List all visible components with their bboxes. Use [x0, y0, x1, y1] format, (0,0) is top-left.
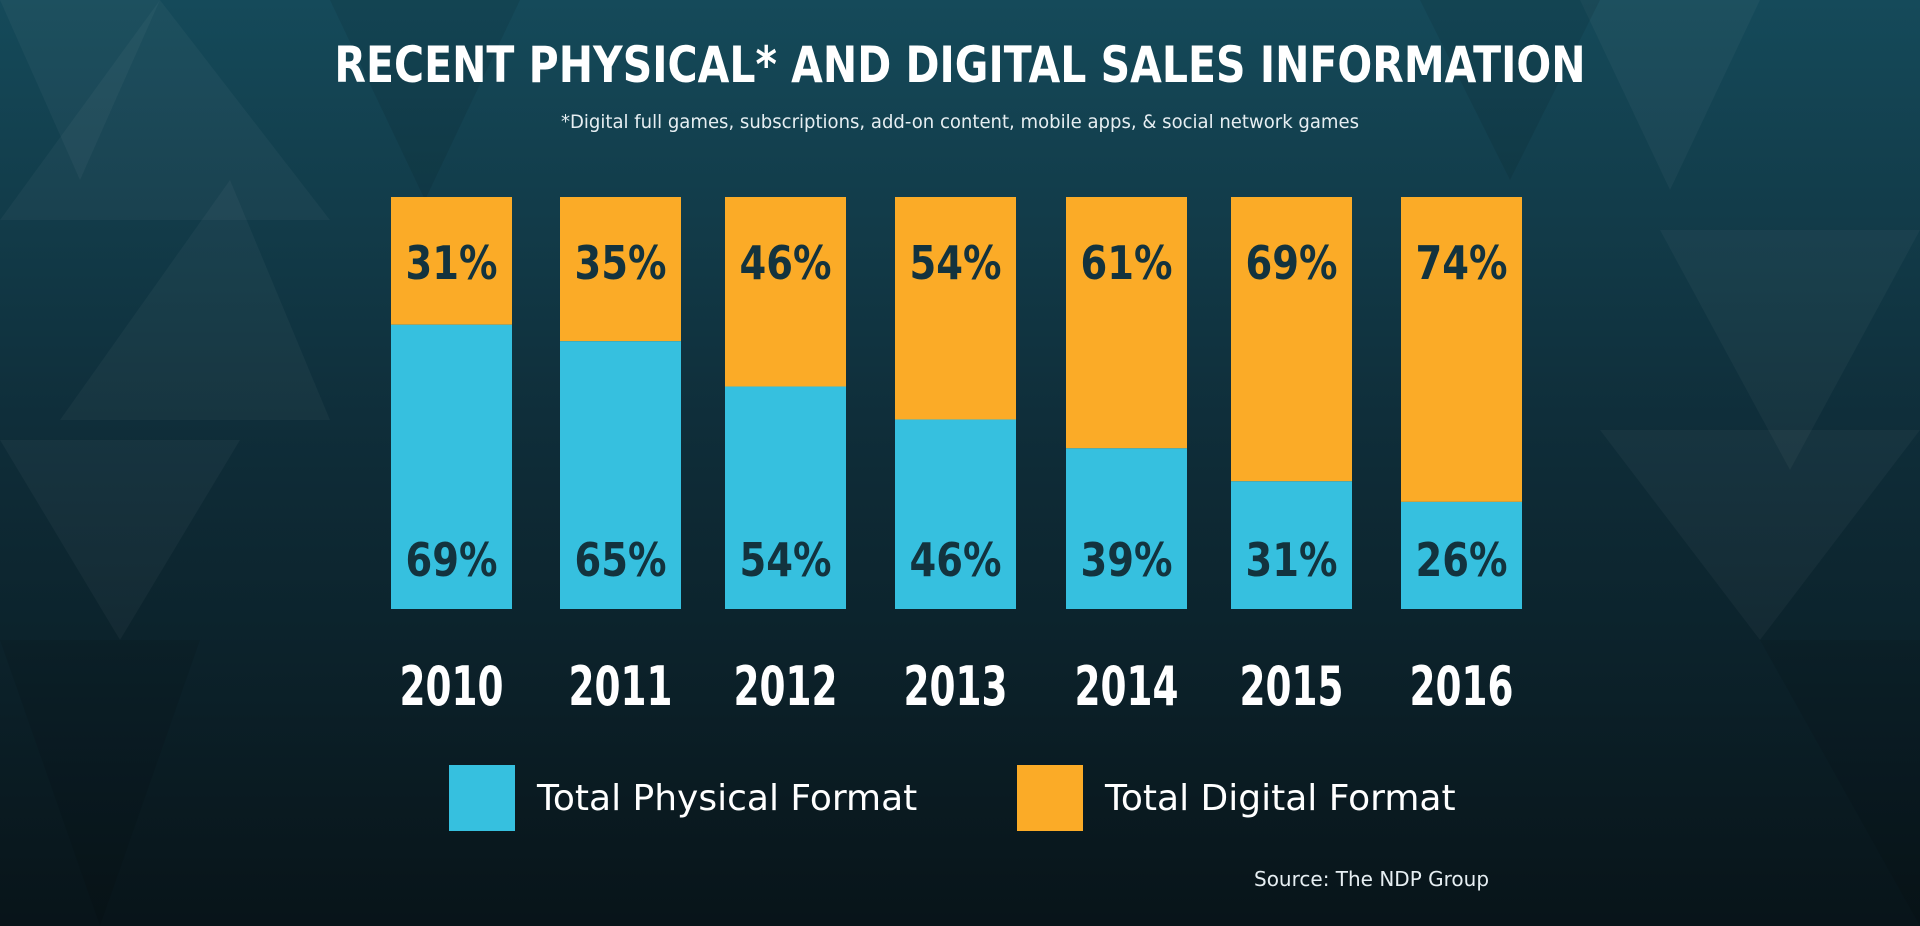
bar-digital-2015	[1231, 197, 1352, 482]
value-label-digital-2016: 74%	[1416, 236, 1508, 290]
year-labels-group: 2010 2011 2012 2013 2014 2015 2016	[400, 655, 1514, 718]
value-label-digital-2010: 31%	[406, 236, 498, 290]
value-label-digital-2012: 46%	[740, 236, 832, 290]
value-label-digital-2011: 35%	[575, 236, 667, 290]
bar-physical-2014	[1066, 448, 1187, 609]
value-label-physical-2013: 46%	[910, 533, 1002, 587]
value-label-physical-2010: 69%	[406, 533, 498, 587]
year-label-2014: 2014	[1075, 655, 1179, 718]
legend-swatch-digital	[1017, 765, 1083, 831]
source-note: Source: The NDP Group	[1254, 867, 1490, 891]
bars-group	[391, 197, 1522, 609]
year-label-2015: 2015	[1240, 655, 1344, 718]
bar-digital-2016	[1401, 197, 1522, 502]
value-label-physical-2015: 31%	[1246, 533, 1338, 587]
bar-digital-2011	[560, 197, 681, 342]
legend-item-physical: Total Physical Format	[449, 765, 917, 831]
bar-digital-2012	[725, 197, 846, 387]
year-label-2010: 2010	[400, 655, 504, 718]
bar-physical-2012	[725, 386, 846, 609]
bar-physical-2011	[560, 341, 681, 609]
value-label-physical-2011: 65%	[575, 533, 667, 587]
year-label-2016: 2016	[1410, 655, 1514, 718]
value-label-digital-2015: 69%	[1246, 236, 1338, 290]
value-label-physical-2012: 54%	[740, 533, 832, 587]
bar-physical-2010	[391, 324, 512, 609]
bar-digital-2014	[1066, 197, 1187, 449]
value-labels-group: 31% 69% 35% 65% 46% 54% 54% 46% 61% 39% 69% 31% 74% 2…	[406, 236, 1508, 587]
year-label-2012: 2012	[734, 655, 838, 718]
chart-title: RECENT PHYSICAL* AND DIGITAL SALES INFOR…	[334, 36, 1586, 94]
legend-label-digital: Total Digital Format	[1105, 777, 1456, 819]
value-label-digital-2014: 61%	[1081, 236, 1173, 290]
legend-label-physical: Total Physical Format	[537, 777, 918, 819]
value-label-digital-2013: 54%	[910, 236, 1002, 290]
value-label-physical-2014: 39%	[1081, 533, 1173, 587]
value-label-physical-2016: 26%	[1416, 533, 1508, 587]
bar-digital-2010	[391, 197, 512, 325]
chart-subtitle: *Digital full games, subscriptions, add-…	[560, 111, 1360, 133]
year-label-2011: 2011	[569, 655, 673, 718]
year-label-2013: 2013	[904, 655, 1008, 718]
legend-item-digital: Total Digital Format	[1017, 765, 1456, 831]
legend-swatch-physical	[449, 765, 515, 831]
bar-physical-2015	[1231, 481, 1352, 609]
bar-physical-2013	[895, 419, 1016, 609]
bar-physical-2016	[1401, 501, 1522, 609]
bar-digital-2013	[895, 197, 1016, 420]
